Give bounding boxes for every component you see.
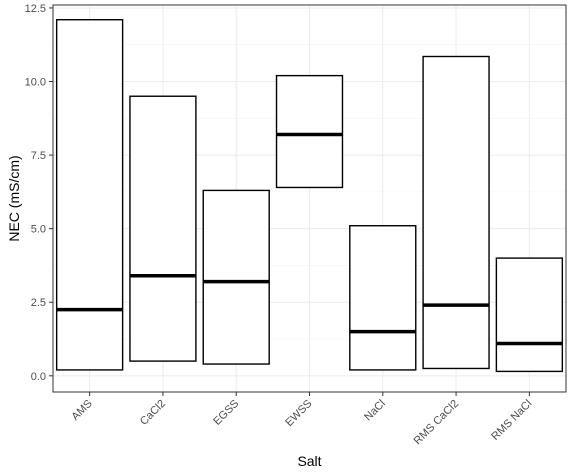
x-tick-label: RMS CaCl2 (412, 398, 462, 448)
box-ewss (275, 74, 344, 189)
box-nacl (349, 225, 417, 371)
y-axis-title: NEC (mS/cm) (6, 155, 22, 241)
y-axis: 0.0 2.5 5.0 7.5 10.0 12.5 (25, 3, 53, 383)
box-ams (55, 19, 124, 371)
box-rms-nacl (495, 257, 564, 373)
x-tick-label: EGSS (211, 398, 241, 428)
y-tick-label: 5.0 (31, 224, 46, 236)
y-tick-label: 7.5 (31, 150, 46, 162)
x-axis-title: Salt (297, 453, 321, 469)
y-tick-label: 10.0 (25, 77, 46, 89)
x-tick-label: CaCl2 (138, 398, 168, 428)
box-rms-cacl2 (422, 55, 490, 370)
x-tick-label: EWSS (283, 398, 314, 429)
x-tick-label: RMS NaCl (489, 398, 534, 443)
x-tick-label: NaCl (362, 398, 388, 424)
box-egss (202, 189, 270, 365)
box-cacl2 (129, 95, 197, 362)
y-tick-label: 2.5 (31, 297, 46, 309)
boxes (55, 19, 564, 373)
y-tick-label: 0.0 (31, 371, 46, 383)
x-tick-label: AMS (69, 398, 94, 423)
y-tick-label: 12.5 (25, 3, 46, 15)
x-axis: AMS CaCl2 EGSS EWSS NaCl RMS CaCl2 RMS NaCl (69, 392, 534, 447)
